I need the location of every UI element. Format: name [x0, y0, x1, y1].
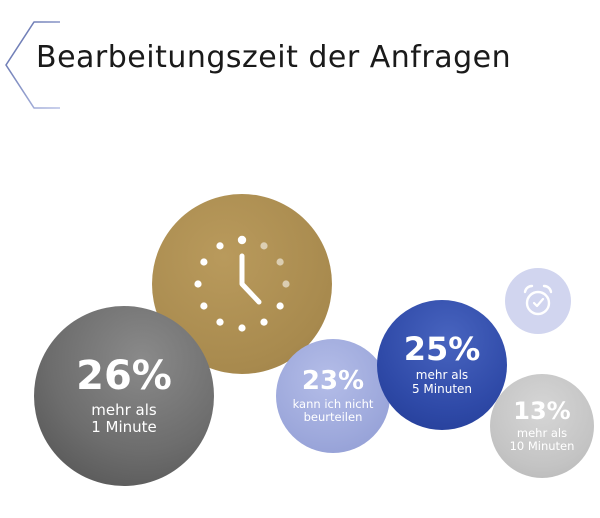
title-bracket-decoration: [5, 21, 60, 109]
bubble-mehr-als-1-minute: 26% mehr als 1 Minute: [34, 306, 214, 486]
bubble-caption: mehr als 5 Minuten: [411, 368, 473, 396]
clock-hour-dot: [200, 302, 208, 310]
bubble-mehr-als-10-minuten: 13% mehr als 10 Minuten: [490, 374, 594, 478]
bubble-kann-ich-nicht-beurteilen: 23% kann ich nicht beurteilen: [276, 339, 390, 453]
bubble-caption: mehr als 1 Minute: [91, 400, 157, 436]
bubble-caption: kann ich nicht beurteilen: [292, 396, 374, 424]
bubble-caption: mehr als 10 Minuten: [509, 425, 575, 453]
clock-hour-dot: [237, 235, 247, 245]
clock-icon: [194, 235, 290, 332]
bubble-percent: 26%: [76, 352, 172, 399]
clock-hour-dot: [238, 324, 246, 332]
alarm-clock-icon: [523, 284, 553, 316]
bubble-mehr-als-5-minuten: 25% mehr als 5 Minuten: [377, 300, 507, 430]
clock-hour-dot: [282, 280, 290, 288]
clock-hour-dot: [216, 242, 224, 250]
clock-hour-dot: [194, 280, 202, 288]
page-title: Bearbeitungszeit der Anfragen: [36, 40, 512, 75]
bubble-percent: 25%: [403, 330, 481, 369]
clock-hour-dot: [200, 258, 208, 266]
bubble-percent: 13%: [513, 396, 571, 425]
clock-hour-dot: [276, 302, 284, 310]
clock-hour-dot: [216, 318, 224, 326]
clock-hour-dot: [260, 318, 268, 326]
bubble-percent: 23%: [301, 365, 365, 396]
clock-hour-dot: [276, 258, 284, 266]
clock-hour-dot: [260, 242, 268, 250]
alarm-bubble: [505, 268, 571, 334]
